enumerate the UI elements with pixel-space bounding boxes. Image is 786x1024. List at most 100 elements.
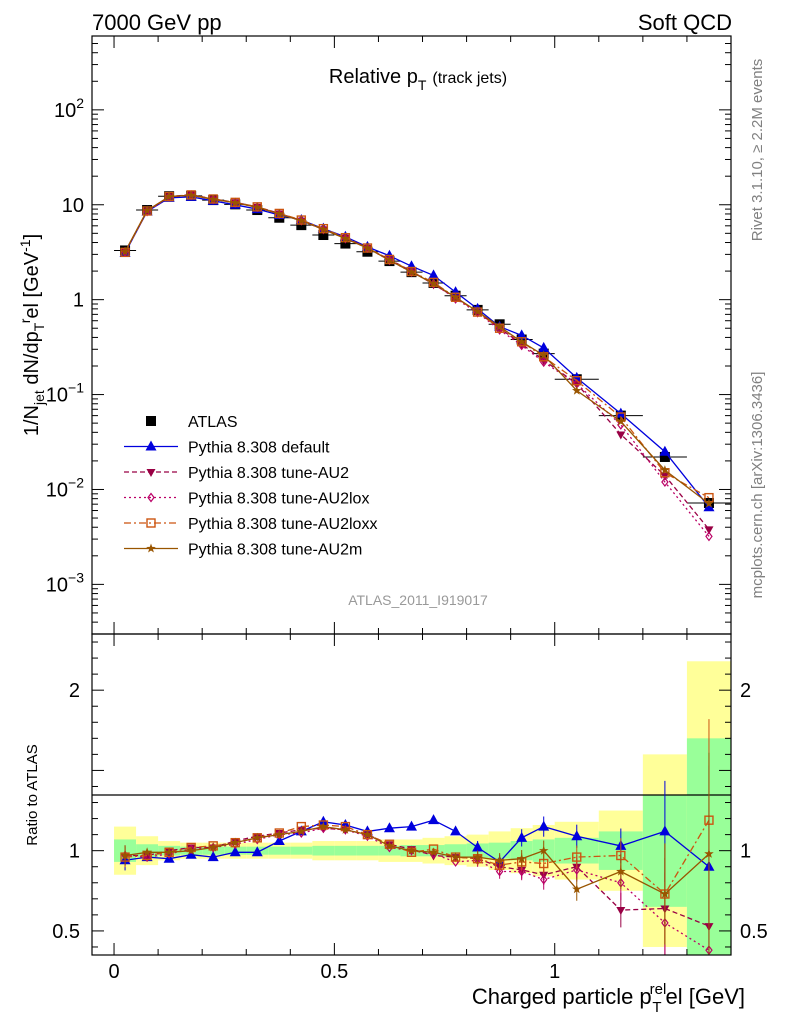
ratio-y-tick-label: 0.5 xyxy=(52,921,80,943)
ratio-uncertainty-bands xyxy=(114,661,731,955)
ratio-point-au2m xyxy=(274,829,284,839)
main-point-au2m xyxy=(252,202,262,212)
ratio-axes: 0.5 0.5 1 1 2 2 0 0.5 1 xyxy=(52,634,768,983)
legend-marker-au2lox xyxy=(147,492,155,503)
ratio-band-inner xyxy=(334,845,357,856)
ratio-series-layer xyxy=(119,719,715,956)
main-point-au2lox xyxy=(705,531,713,542)
ratio-point-au2m xyxy=(450,852,461,862)
legend-label-au2: Pythia 8.308 tune-AU2 xyxy=(188,465,349,482)
ratio-y-tick-label: 2 xyxy=(69,680,80,702)
main-point-au2m xyxy=(572,385,582,395)
main-point-default xyxy=(516,329,528,340)
main-y-tick-label: 10−3 xyxy=(46,569,84,596)
legend-marker-au2loxx xyxy=(146,518,156,528)
main-point-au2m xyxy=(704,498,714,508)
main-series-default xyxy=(119,190,715,512)
main-point-au2m xyxy=(450,292,461,302)
ratio-point-au2m xyxy=(142,847,152,857)
main-series-layer xyxy=(114,190,731,542)
main-y-tick-label: 10−2 xyxy=(46,474,84,501)
ratio-point-au2m xyxy=(704,848,714,858)
main-point-au2m xyxy=(472,306,483,316)
ratio-point-au2m xyxy=(208,842,218,852)
main-line-default xyxy=(124,196,710,508)
x-title-sup: rel xyxy=(650,981,667,998)
ratio-point-default xyxy=(229,846,241,857)
ratio-line-au2m xyxy=(125,825,710,895)
ratio-point-au2m xyxy=(384,840,395,850)
title-sub: T xyxy=(418,77,427,93)
ratio-point-au2loxx xyxy=(318,820,329,830)
analysis-id-label: ATLAS_2011_I919017 xyxy=(348,592,488,608)
ratio-point-au2lox xyxy=(495,866,504,877)
mcplots-source-label: mcplots.cern.ch [arXiv:1306.3436] xyxy=(749,372,766,599)
ratio-point-au2loxx xyxy=(274,828,284,838)
main-point-au2lox xyxy=(661,476,669,487)
ratio-point-au2m xyxy=(252,832,262,842)
ratio-band-inner xyxy=(356,845,379,856)
ratio-point-default xyxy=(571,830,583,841)
title-main: Relative p xyxy=(329,66,418,88)
ratio-y-tick-label: 1 xyxy=(69,841,80,863)
ratio-point-au2lox xyxy=(573,864,581,875)
ratio-point-au2m xyxy=(539,845,549,855)
legend-marker-default xyxy=(145,440,157,451)
ratio-point-default xyxy=(450,825,462,836)
ratio-point-au2loxx xyxy=(572,852,582,862)
main-y-label: 1/Njet dN/dpTrel [GeV-1] xyxy=(17,234,47,436)
ratio-frame xyxy=(91,633,732,956)
ratio-point-au2lox xyxy=(517,866,526,877)
main-point-au2m xyxy=(142,205,152,215)
main-point-au2m xyxy=(296,215,307,225)
legend-marker-au2 xyxy=(146,469,156,477)
x-tick-label: 0.5 xyxy=(320,961,348,983)
main-point-au2m xyxy=(494,321,505,331)
main-point-au2m xyxy=(616,416,626,426)
legend-label-au2loxx: Pythia 8.308 tune-AU2loxx xyxy=(188,516,377,533)
ratio-point-au2m xyxy=(516,853,527,863)
main-point-data xyxy=(318,230,329,241)
main-line-au2m xyxy=(124,194,710,505)
main-y-axis-title: 1/Njet dN/dpTrel [GeV-1] xyxy=(17,234,47,436)
ratio-point-default xyxy=(406,820,417,831)
legend-label-au2lox: Pythia 8.308 tune-AU2lox xyxy=(188,491,369,508)
ratio-point-au2loxx xyxy=(208,841,218,851)
header-left-label: 7000 GeV pp xyxy=(92,10,222,35)
ratio-point-au2m xyxy=(318,821,329,831)
main-series-au2 xyxy=(120,191,714,535)
legend: ATLAS Pythia 8.308 default Pythia 8.308 tu… xyxy=(124,414,377,559)
main-y-tick-label: 102 xyxy=(54,95,84,122)
ratio-point-default xyxy=(383,822,395,833)
main-series-data xyxy=(114,190,731,509)
main-title: Relative pT (track jets) xyxy=(329,66,507,93)
x-title-sub: T xyxy=(652,999,661,1016)
main-point-default xyxy=(428,269,440,280)
legend-label-default: Pythia 8.308 default xyxy=(188,440,330,457)
ratio-point-au2m xyxy=(164,847,174,857)
main-point-data xyxy=(659,451,670,462)
main-point-au2m xyxy=(539,350,549,360)
ratio-y-label: Ratio to ATLAS xyxy=(24,744,41,845)
main-point-au2m xyxy=(120,246,130,256)
rivet-version-label: Rivet 3.1.10, ≥ 2.2M events xyxy=(749,59,766,242)
main-panel: 10−3 10−2 10−1 1 10 102 Relative pT (track jet… xyxy=(17,35,732,635)
ratio-point-au2m xyxy=(616,866,626,876)
ratio-point-au2m xyxy=(472,852,483,862)
x-title-main: Charged particle p xyxy=(472,984,652,1009)
main-point-au2m xyxy=(406,267,417,277)
main-point-au2m xyxy=(208,194,218,204)
ratio-point-au2m xyxy=(230,837,240,847)
ratio-band-inner xyxy=(290,846,313,855)
ratio-point-default xyxy=(538,820,550,831)
legend-label-au2m: Pythia 8.308 tune-AU2m xyxy=(188,542,362,559)
ratio-series-au2m xyxy=(120,752,714,955)
ratio-band-inner xyxy=(312,845,335,856)
ratio-line-default xyxy=(125,819,710,868)
main-point-au2m xyxy=(186,190,196,200)
main-point-default xyxy=(703,501,715,512)
main-y-tick-label: 10 xyxy=(62,195,84,217)
main-y-axis: 10−3 10−2 10−1 1 10 102 xyxy=(46,35,732,635)
